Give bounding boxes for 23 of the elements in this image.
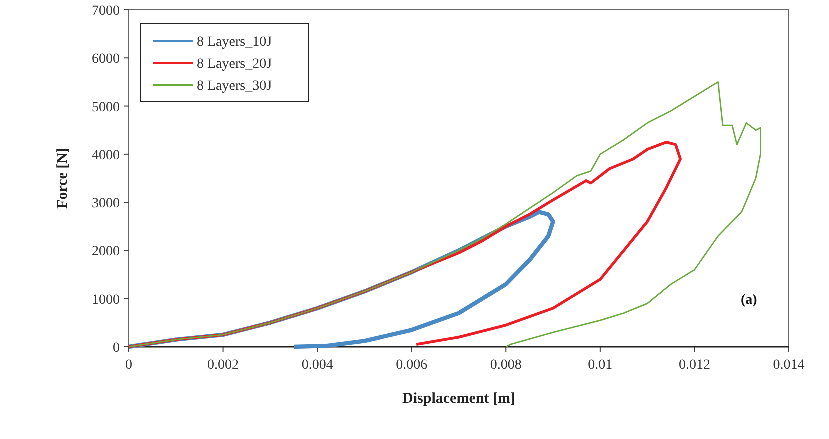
y-tick-label: 7000 <box>92 4 120 19</box>
x-tick-label: 0.012 <box>678 358 710 373</box>
y-tick-label: 2000 <box>92 244 120 260</box>
line-series <box>128 82 762 348</box>
legend-label: 8 Layers_10J <box>197 35 273 50</box>
y-tick-label: 6000 <box>92 52 120 68</box>
y-tick-label: 5000 <box>92 100 120 116</box>
y-tick-label: 1000 <box>92 292 120 308</box>
legend-label: 8 Layers_20J <box>197 57 273 72</box>
y-tick-label: 0 <box>113 341 120 356</box>
x-tick-label: 0.008 <box>490 358 522 373</box>
legend-label: 8 Layers_30J <box>197 79 273 94</box>
x-tick-label: 0.002 <box>208 358 240 373</box>
annotation: (a) <box>741 292 758 308</box>
y-tick-label: 3000 <box>92 196 120 212</box>
y-axis-title: Force [N] <box>55 148 71 209</box>
y-tick-label: 4000 <box>92 148 120 164</box>
x-tick-label: 0.004 <box>302 358 334 373</box>
x-tick-label: 0 <box>126 358 132 373</box>
x-tick-label: 0.014 <box>773 358 805 373</box>
x-tick-label: 0.006 <box>396 358 428 373</box>
x-tick-label: 0.01 <box>588 358 613 373</box>
x-axis-title: Displacement [m] <box>402 391 516 407</box>
